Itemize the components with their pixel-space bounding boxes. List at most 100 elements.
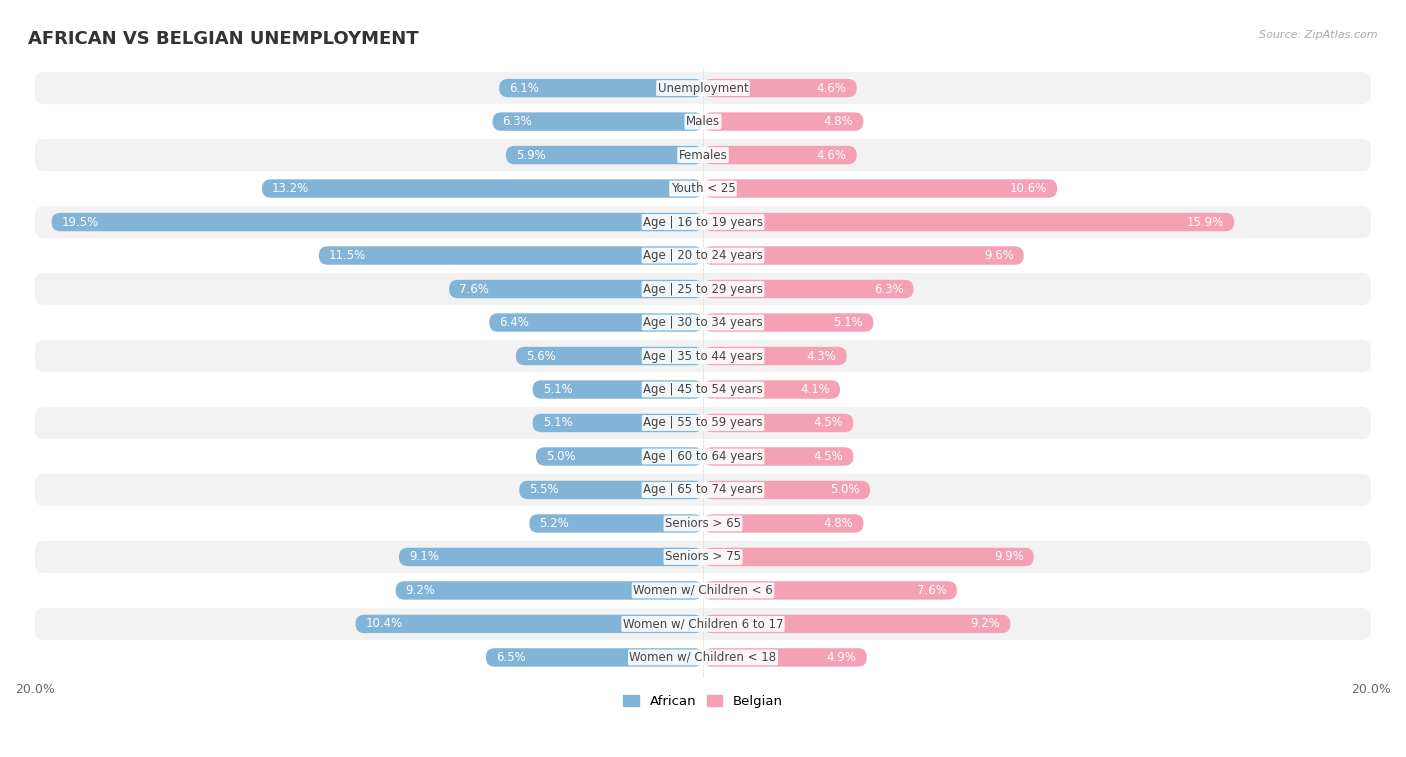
Text: 10.4%: 10.4% bbox=[366, 618, 404, 631]
Text: Age | 16 to 19 years: Age | 16 to 19 years bbox=[643, 216, 763, 229]
FancyBboxPatch shape bbox=[703, 581, 957, 600]
Text: 5.5%: 5.5% bbox=[529, 484, 560, 497]
FancyBboxPatch shape bbox=[492, 112, 703, 131]
FancyBboxPatch shape bbox=[399, 548, 703, 566]
FancyBboxPatch shape bbox=[35, 72, 1371, 104]
Text: 7.6%: 7.6% bbox=[917, 584, 946, 597]
Text: 5.1%: 5.1% bbox=[543, 383, 572, 396]
Text: 6.1%: 6.1% bbox=[509, 82, 538, 95]
FancyBboxPatch shape bbox=[703, 313, 873, 332]
FancyBboxPatch shape bbox=[703, 213, 1234, 231]
Text: 6.3%: 6.3% bbox=[873, 282, 904, 295]
Text: Age | 25 to 29 years: Age | 25 to 29 years bbox=[643, 282, 763, 295]
Text: 13.2%: 13.2% bbox=[273, 182, 309, 195]
FancyBboxPatch shape bbox=[356, 615, 703, 633]
Text: Age | 45 to 54 years: Age | 45 to 54 years bbox=[643, 383, 763, 396]
Text: Age | 65 to 74 years: Age | 65 to 74 years bbox=[643, 484, 763, 497]
Text: 4.6%: 4.6% bbox=[817, 148, 846, 161]
Text: Males: Males bbox=[686, 115, 720, 128]
Text: 6.3%: 6.3% bbox=[502, 115, 533, 128]
Text: Age | 30 to 34 years: Age | 30 to 34 years bbox=[643, 316, 763, 329]
Text: Women w/ Children 6 to 17: Women w/ Children 6 to 17 bbox=[623, 618, 783, 631]
FancyBboxPatch shape bbox=[35, 105, 1371, 138]
Text: 7.6%: 7.6% bbox=[460, 282, 489, 295]
FancyBboxPatch shape bbox=[703, 146, 856, 164]
Text: 9.1%: 9.1% bbox=[409, 550, 439, 563]
FancyBboxPatch shape bbox=[35, 540, 1371, 573]
FancyBboxPatch shape bbox=[35, 307, 1371, 338]
FancyBboxPatch shape bbox=[703, 179, 1057, 198]
FancyBboxPatch shape bbox=[35, 239, 1371, 272]
Text: Seniors > 65: Seniors > 65 bbox=[665, 517, 741, 530]
FancyBboxPatch shape bbox=[519, 481, 703, 499]
FancyBboxPatch shape bbox=[703, 347, 846, 365]
FancyBboxPatch shape bbox=[449, 280, 703, 298]
FancyBboxPatch shape bbox=[536, 447, 703, 466]
FancyBboxPatch shape bbox=[529, 514, 703, 533]
Text: 4.8%: 4.8% bbox=[824, 517, 853, 530]
Text: 9.2%: 9.2% bbox=[970, 618, 1000, 631]
FancyBboxPatch shape bbox=[35, 206, 1371, 238]
FancyBboxPatch shape bbox=[395, 581, 703, 600]
Text: Seniors > 75: Seniors > 75 bbox=[665, 550, 741, 563]
Text: 4.5%: 4.5% bbox=[814, 416, 844, 429]
FancyBboxPatch shape bbox=[35, 507, 1371, 540]
Text: Unemployment: Unemployment bbox=[658, 82, 748, 95]
Text: Age | 60 to 64 years: Age | 60 to 64 years bbox=[643, 450, 763, 463]
Legend: African, Belgian: African, Belgian bbox=[617, 690, 789, 714]
FancyBboxPatch shape bbox=[703, 648, 866, 667]
Text: 11.5%: 11.5% bbox=[329, 249, 366, 262]
Text: Women w/ Children < 6: Women w/ Children < 6 bbox=[633, 584, 773, 597]
FancyBboxPatch shape bbox=[35, 474, 1371, 506]
FancyBboxPatch shape bbox=[35, 407, 1371, 439]
Text: 5.0%: 5.0% bbox=[831, 484, 860, 497]
FancyBboxPatch shape bbox=[52, 213, 703, 231]
FancyBboxPatch shape bbox=[703, 380, 839, 399]
FancyBboxPatch shape bbox=[703, 615, 1011, 633]
Text: 5.1%: 5.1% bbox=[834, 316, 863, 329]
Text: 10.6%: 10.6% bbox=[1010, 182, 1047, 195]
Text: Youth < 25: Youth < 25 bbox=[671, 182, 735, 195]
FancyBboxPatch shape bbox=[703, 280, 914, 298]
Text: 9.2%: 9.2% bbox=[406, 584, 436, 597]
Text: Women w/ Children < 18: Women w/ Children < 18 bbox=[630, 651, 776, 664]
Text: Age | 55 to 59 years: Age | 55 to 59 years bbox=[643, 416, 763, 429]
FancyBboxPatch shape bbox=[703, 79, 856, 98]
FancyBboxPatch shape bbox=[533, 414, 703, 432]
FancyBboxPatch shape bbox=[533, 380, 703, 399]
FancyBboxPatch shape bbox=[703, 414, 853, 432]
Text: Age | 35 to 44 years: Age | 35 to 44 years bbox=[643, 350, 763, 363]
Text: 15.9%: 15.9% bbox=[1187, 216, 1225, 229]
Text: 4.8%: 4.8% bbox=[824, 115, 853, 128]
Text: 9.9%: 9.9% bbox=[994, 550, 1024, 563]
FancyBboxPatch shape bbox=[319, 246, 703, 265]
Text: 5.9%: 5.9% bbox=[516, 148, 546, 161]
Text: 4.1%: 4.1% bbox=[800, 383, 830, 396]
Text: 19.5%: 19.5% bbox=[62, 216, 98, 229]
Text: 5.6%: 5.6% bbox=[526, 350, 555, 363]
FancyBboxPatch shape bbox=[486, 648, 703, 667]
FancyBboxPatch shape bbox=[703, 514, 863, 533]
FancyBboxPatch shape bbox=[703, 548, 1033, 566]
FancyBboxPatch shape bbox=[35, 173, 1371, 204]
Text: 4.9%: 4.9% bbox=[827, 651, 856, 664]
Text: 4.5%: 4.5% bbox=[814, 450, 844, 463]
Text: 4.6%: 4.6% bbox=[817, 82, 846, 95]
FancyBboxPatch shape bbox=[35, 641, 1371, 674]
Text: 9.6%: 9.6% bbox=[984, 249, 1014, 262]
FancyBboxPatch shape bbox=[35, 608, 1371, 640]
Text: Age | 20 to 24 years: Age | 20 to 24 years bbox=[643, 249, 763, 262]
Text: AFRICAN VS BELGIAN UNEMPLOYMENT: AFRICAN VS BELGIAN UNEMPLOYMENT bbox=[28, 30, 419, 48]
Text: 5.1%: 5.1% bbox=[543, 416, 572, 429]
FancyBboxPatch shape bbox=[506, 146, 703, 164]
FancyBboxPatch shape bbox=[35, 340, 1371, 372]
FancyBboxPatch shape bbox=[489, 313, 703, 332]
Text: 4.3%: 4.3% bbox=[807, 350, 837, 363]
Text: 5.0%: 5.0% bbox=[546, 450, 575, 463]
Text: Females: Females bbox=[679, 148, 727, 161]
FancyBboxPatch shape bbox=[499, 79, 703, 98]
FancyBboxPatch shape bbox=[703, 481, 870, 499]
FancyBboxPatch shape bbox=[703, 447, 853, 466]
FancyBboxPatch shape bbox=[35, 575, 1371, 606]
FancyBboxPatch shape bbox=[262, 179, 703, 198]
